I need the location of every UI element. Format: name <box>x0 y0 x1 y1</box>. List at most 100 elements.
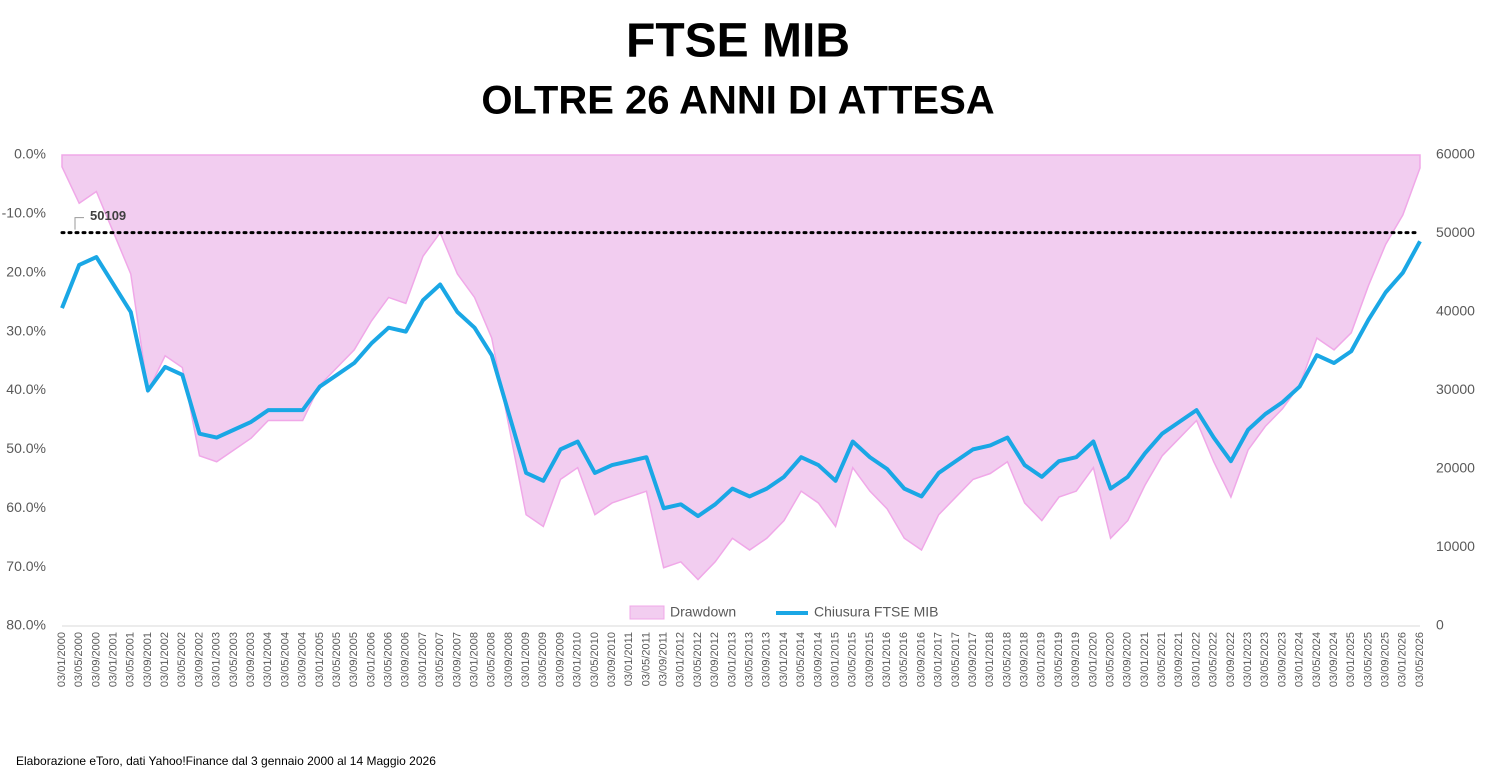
y2-tick-label: 50000 <box>1436 224 1475 240</box>
x-tick-label: 03/05/2000 <box>73 632 85 687</box>
x-tick-label: 03/09/2021 <box>1173 632 1185 687</box>
y-tick-label: 80.0% <box>6 617 46 633</box>
peak-label: 50109 <box>90 208 126 223</box>
x-tick-label: 03/05/2026 <box>1414 632 1426 687</box>
x-tick-label: 03/01/2006 <box>365 632 377 687</box>
x-tick-label: 03/01/2024 <box>1294 632 1306 687</box>
chart-subtitle: OLTRE 26 ANNI DI ATTESA <box>481 79 994 123</box>
source-note: Elaborazione eToro, dati Yahoo!Finance d… <box>16 754 436 768</box>
x-tick-label: 03/05/2021 <box>1156 632 1168 687</box>
peak-leader <box>74 217 84 230</box>
x-tick-label: 03/05/2012 <box>692 632 704 687</box>
x-tick-label: 03/09/2005 <box>348 632 360 687</box>
x-tick-label: 03/01/2016 <box>881 632 893 687</box>
x-tick-label: 03/09/2001 <box>142 632 154 687</box>
y-tick-label: -10.0% <box>2 205 46 221</box>
legend-label: Drawdown <box>670 604 736 620</box>
x-tick-label: 03/05/2020 <box>1104 632 1116 687</box>
x-tick-label: 03/01/2005 <box>314 632 326 687</box>
legend-swatch <box>629 605 665 620</box>
x-tick-label: 03/01/2004 <box>262 632 274 687</box>
x-tick-label: 03/05/2017 <box>950 632 962 687</box>
x-tick-label: 03/09/2008 <box>503 632 515 687</box>
y-tick-label: 70.0% <box>6 558 46 574</box>
x-tick-label: 03/05/2003 <box>228 632 240 687</box>
x-tick-label: 03/01/2021 <box>1139 632 1151 687</box>
x-tick-label: 03/09/2000 <box>90 632 102 687</box>
x-tick-label: 03/01/2014 <box>778 632 790 687</box>
x-tick-label: 03/01/2000 <box>56 632 68 687</box>
x-tick-label: 03/01/2010 <box>572 632 584 687</box>
x-tick-label: 03/01/2012 <box>675 632 687 687</box>
x-tick-label: 03/01/2019 <box>1036 632 1048 687</box>
x-tick-label: 03/01/2020 <box>1087 632 1099 687</box>
x-tick-label: 03/09/2015 <box>864 632 876 687</box>
drawdown-area <box>61 154 1421 581</box>
x-tick-label: 03/09/2022 <box>1225 632 1237 687</box>
y-tick-label: 50.0% <box>6 440 46 456</box>
x-tick-label: 03/05/2025 <box>1362 632 1374 687</box>
x-tick-label: 03/01/2022 <box>1190 632 1202 687</box>
y2-tick-label: 40000 <box>1436 303 1475 319</box>
x-tick-label: 03/05/2019 <box>1053 632 1065 687</box>
x-tick-label: 03/01/2026 <box>1397 632 1409 687</box>
x-tick-label: 03/05/2023 <box>1259 632 1271 687</box>
y2-tick-label: 10000 <box>1436 538 1475 554</box>
x-tick-label: 03/09/2004 <box>297 632 309 687</box>
x-tick-label: 03/09/2002 <box>193 632 205 687</box>
x-tick-label: 03/09/2003 <box>245 632 257 687</box>
x-tick-label: 03/05/2001 <box>125 632 137 687</box>
y-tick-label: 40.0% <box>6 381 46 397</box>
x-tick-label: 03/09/2019 <box>1070 632 1082 687</box>
x-tick-label: 03/01/2008 <box>468 632 480 687</box>
x-tick-label: 03/05/2013 <box>744 632 756 687</box>
x-tick-label: 03/05/2008 <box>486 632 498 687</box>
x-tick-label: 03/05/2009 <box>537 632 549 687</box>
x-tick-label: 03/05/2005 <box>331 632 343 687</box>
x-tick-label: 03/01/2025 <box>1345 632 1357 687</box>
x-tick-label: 03/05/2010 <box>589 632 601 687</box>
y-tick-label: 20.0% <box>6 263 46 279</box>
x-tick-label: 03/01/2013 <box>726 632 738 687</box>
x-tick-label: 03/09/2017 <box>967 632 979 687</box>
x-tick-label: 03/09/2024 <box>1328 632 1340 687</box>
x-tick-label: 03/05/2024 <box>1311 632 1323 687</box>
x-tick-label: 03/09/2023 <box>1276 632 1288 687</box>
x-tick-label: 03/09/2013 <box>761 632 773 687</box>
chart-title: FTSE MIB <box>626 15 850 68</box>
x-tick-label: 03/05/2015 <box>847 632 859 687</box>
x-tick-label: 03/05/2016 <box>898 632 910 687</box>
close-line <box>60 240 1422 519</box>
y2-tick-label: 0 <box>1436 617 1444 633</box>
x-tick-label: 03/09/2014 <box>812 632 824 687</box>
y-tick-label: 0.0% <box>14 146 46 162</box>
x-tick-label: 03/05/2006 <box>383 632 395 687</box>
x-tick-label: 03/09/2007 <box>451 632 463 687</box>
x-tick-label: 03/01/2001 <box>107 632 119 687</box>
y2-tick-label: 30000 <box>1436 381 1475 397</box>
x-tick-label: 03/01/2003 <box>211 632 223 687</box>
x-tick-label: 03/01/2015 <box>829 632 841 687</box>
x-tick-label: 03/01/2018 <box>984 632 996 687</box>
y-tick-label: 60.0% <box>6 499 46 515</box>
x-tick-label: 03/05/2014 <box>795 632 807 687</box>
x-tick-label: 03/05/2002 <box>176 632 188 687</box>
x-tick-label: 03/09/2020 <box>1122 632 1134 687</box>
x-tick-label: 03/01/2009 <box>520 632 532 687</box>
x-tick-label: 03/09/2025 <box>1380 632 1392 687</box>
y2-tick-label: 60000 <box>1436 146 1475 162</box>
x-tick-label: 03/09/2018 <box>1019 632 1031 687</box>
x-tick-label: 03/09/2010 <box>606 632 618 687</box>
x-tick-label: 03/09/2006 <box>400 632 412 687</box>
x-tick-label: 03/05/2004 <box>279 632 291 687</box>
x-tick-label: 03/09/2011 <box>658 632 670 686</box>
x-tick-label: 03/01/2017 <box>933 632 945 687</box>
x-tick-label: 03/09/2009 <box>554 632 566 687</box>
x-tick-label: 03/05/2018 <box>1001 632 1013 687</box>
x-tick-label: 03/05/2007 <box>434 632 446 687</box>
x-tick-label: 03/09/2012 <box>709 632 721 687</box>
x-tick-label: 03/05/2022 <box>1208 632 1220 687</box>
x-tick-label: 03/01/2011 <box>623 632 635 686</box>
